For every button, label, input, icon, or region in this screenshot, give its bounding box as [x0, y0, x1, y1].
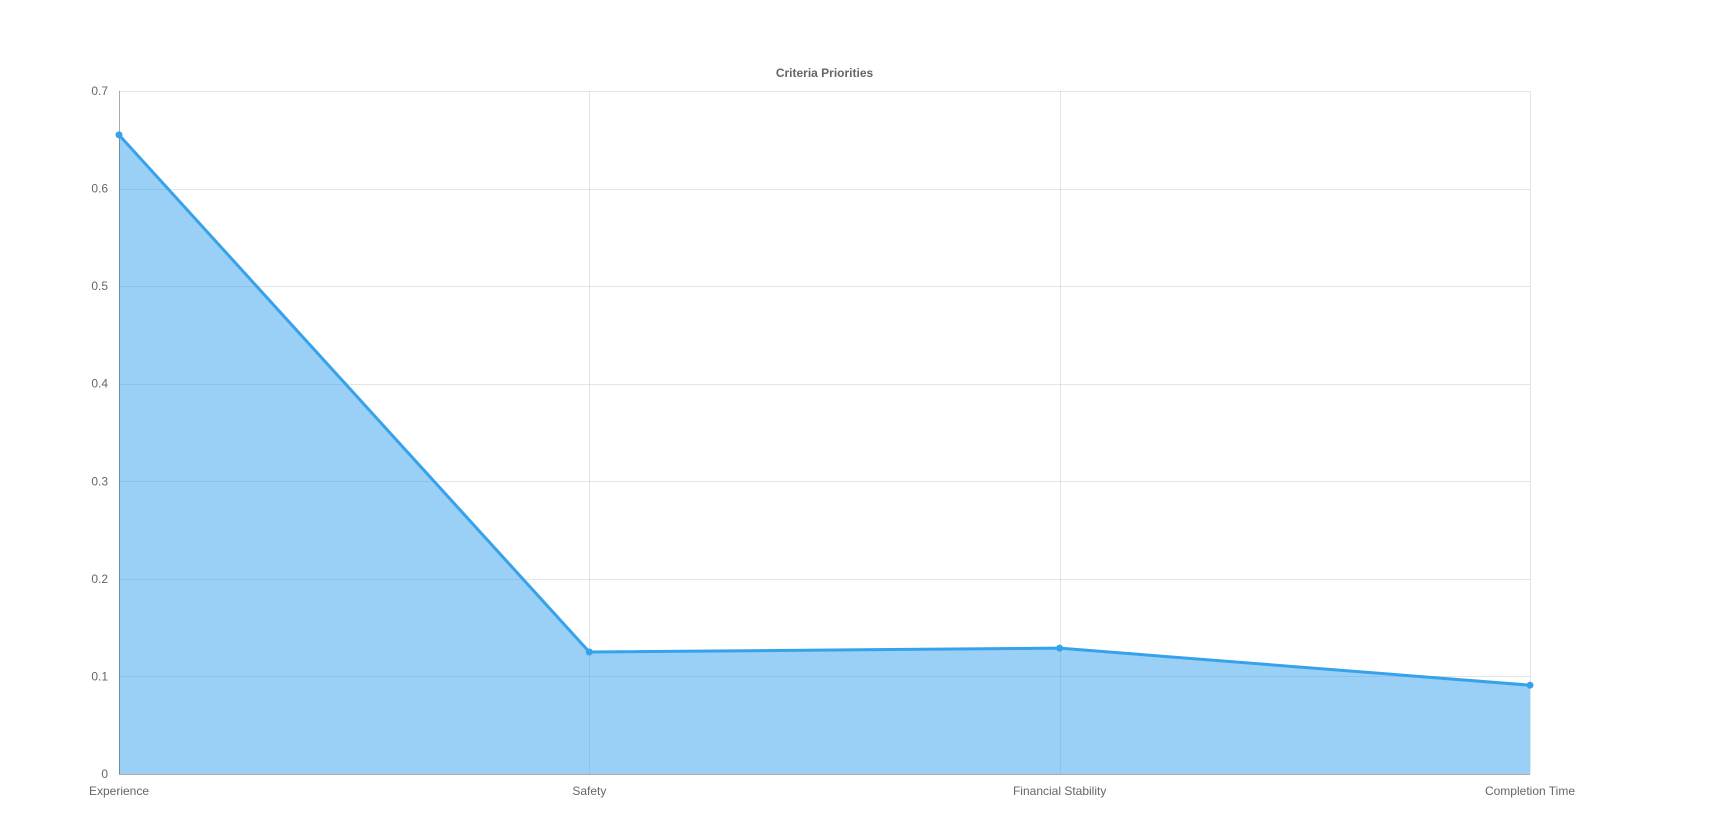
y-axis-ticks: 0 0.1 0.2 0.3 0.4 0.5 0.6 0.7	[91, 84, 108, 781]
y-tick-label: 0.5	[91, 279, 108, 293]
plot-area	[117, 133, 1532, 774]
x-tick-label: Safety	[572, 784, 606, 798]
y-tick-label: 0.3	[91, 474, 108, 488]
axes	[119, 91, 1530, 775]
series-line	[117, 133, 1532, 687]
data-points	[115, 131, 1534, 689]
data-point-3[interactable]	[1526, 681, 1534, 689]
data-point-1[interactable]	[585, 648, 593, 656]
y-tick-label: 0.4	[91, 377, 108, 391]
y-tick-label: 0.1	[91, 669, 108, 683]
y-tick-label: 0	[101, 767, 108, 781]
x-axis-ticks: Experience Safety Financial Stability Compl…	[89, 784, 1575, 798]
y-tick-label: 0.6	[91, 182, 108, 196]
x-tick-label: Experience	[89, 784, 149, 798]
y-tick-label: 0.7	[91, 84, 108, 98]
x-tick-label: Financial Stability	[1013, 784, 1106, 798]
y-tick-label: 0.2	[91, 572, 108, 586]
data-point-0[interactable]	[115, 131, 123, 139]
data-point-2[interactable]	[1056, 644, 1064, 652]
area-fill	[119, 134, 1530, 774]
x-tick-label: Completion Time	[1485, 784, 1575, 798]
chart-title: Criteria Priorities	[776, 66, 874, 80]
